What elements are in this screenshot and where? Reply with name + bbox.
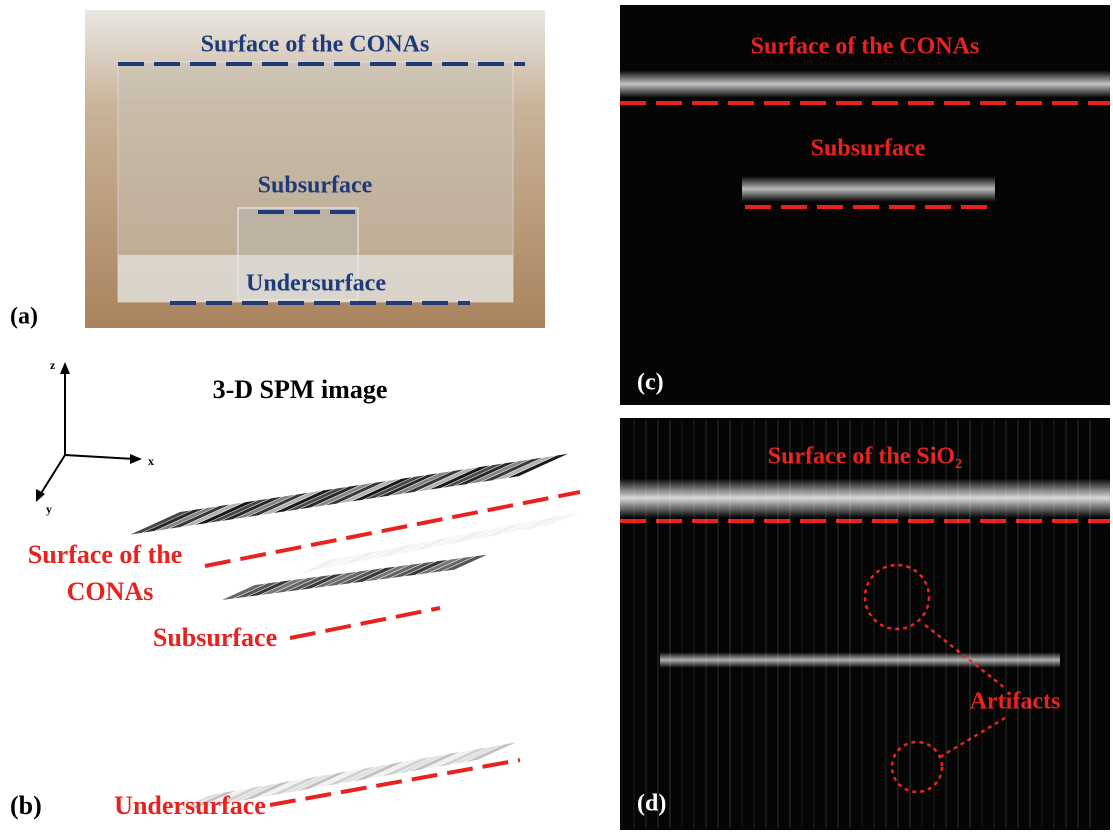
- layer-stripe: [375, 543, 418, 558]
- axis-label: x: [148, 454, 154, 468]
- layer-stripe: [357, 547, 400, 562]
- surface-band: [620, 70, 1110, 98]
- figure: Surface of the CONAs Subsurface Undersur…: [0, 0, 1113, 833]
- layer-stripe: [170, 504, 231, 528]
- layer-stripe: [469, 460, 530, 484]
- annotation: Undersurface: [246, 271, 386, 297]
- layer-stripe: [378, 473, 439, 497]
- layer-stripe: [326, 481, 387, 505]
- layer-stripe: [144, 508, 205, 532]
- layer-stripe: [465, 526, 508, 541]
- arrow-head: [60, 362, 70, 374]
- layer-stripe: [300, 485, 361, 509]
- panel-label: (d): [637, 791, 666, 817]
- layer-stripe: [443, 464, 504, 488]
- layer-stripe: [339, 479, 400, 503]
- axis-arrow: [40, 455, 65, 495]
- layer-stripe: [321, 554, 364, 569]
- panel-c: Surface of the CONAs Subsurface (c): [620, 5, 1110, 405]
- subsurface-band: [742, 176, 995, 202]
- layer-stripe: [447, 529, 490, 544]
- annotation: Artifacts: [970, 689, 1061, 715]
- annotation: Subsurface: [153, 623, 277, 652]
- panel-label: (c): [637, 370, 664, 396]
- layer-stripe: [261, 491, 322, 515]
- layer-stripe: [483, 522, 526, 537]
- page: {"panel_a": {"label": "(a)", "surface": …: [0, 0, 1113, 833]
- layer-stripe: [417, 467, 478, 491]
- layer-stripe: [365, 475, 426, 499]
- annotation: CONAs: [67, 577, 154, 606]
- axis-label: y: [46, 502, 52, 516]
- layer-stripe: [196, 501, 257, 525]
- layer-stripe: [495, 456, 556, 480]
- layer-stripe: [339, 550, 382, 565]
- layer-stripe: [303, 557, 346, 572]
- layer-stripe: [429, 533, 472, 548]
- layer-stripe: [393, 540, 436, 555]
- layer-stripe: [391, 471, 452, 495]
- panel-title: 3-D SPM image: [213, 375, 388, 404]
- layer-stripe: [456, 462, 517, 486]
- layer-stripe: [235, 495, 296, 519]
- layer-stripe: [157, 506, 218, 530]
- layer-stripe: [519, 516, 562, 531]
- annotation: Surface of the: [28, 540, 183, 569]
- panel-a: Surface of the CONAs Subsurface Undersur…: [10, 10, 545, 330]
- panel-label: (a): [10, 304, 38, 330]
- dashed-line: [290, 608, 440, 638]
- annotation: Undersurface: [114, 791, 266, 820]
- annotation: Surface of the CONAs: [201, 32, 430, 58]
- layer-stripe: [430, 465, 491, 489]
- layer-stripe: [411, 536, 454, 551]
- annotation: Subsurface: [811, 136, 926, 162]
- layer-stripe: [404, 469, 465, 493]
- layer-stripe: [537, 512, 580, 527]
- layer-stripe: [287, 487, 348, 511]
- panel-b: z x y 3-D SPM image Surface of the CONAs…: [10, 358, 580, 820]
- arrow-head: [130, 454, 142, 464]
- layer-stripe: [352, 477, 413, 501]
- layer-stripe: [222, 497, 283, 521]
- layer-stripe: [313, 483, 374, 507]
- layer-stripe: [183, 503, 244, 527]
- layer-stripe: [248, 493, 309, 517]
- annotation: Subsurface: [258, 173, 373, 199]
- annotation: Surface of the CONAs: [751, 34, 980, 60]
- layer-stripe: [508, 454, 569, 478]
- layer-stripe: [131, 510, 192, 534]
- axis-label: z: [50, 358, 56, 372]
- lower-band: [660, 652, 1060, 668]
- layer-stripe: [274, 489, 335, 513]
- layer-stripe: [209, 499, 270, 523]
- layer-stripe: [501, 519, 544, 534]
- axis-arrow: [65, 455, 135, 459]
- layer-stripe: [482, 458, 543, 482]
- panel-label: (b): [10, 791, 42, 820]
